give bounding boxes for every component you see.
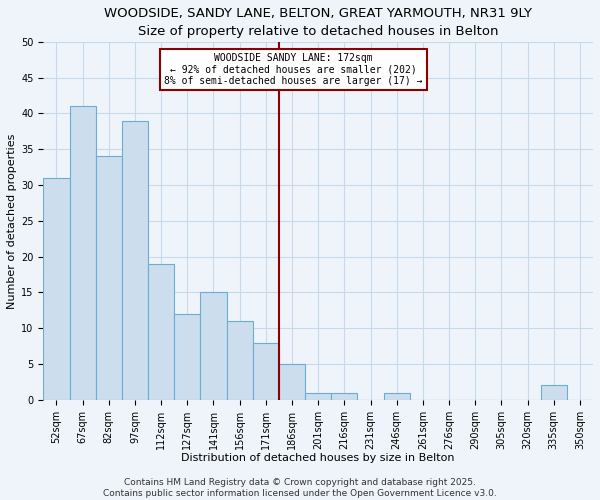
Bar — [174, 314, 200, 400]
Bar — [95, 156, 122, 400]
Text: Contains HM Land Registry data © Crown copyright and database right 2025.
Contai: Contains HM Land Registry data © Crown c… — [103, 478, 497, 498]
Bar — [305, 392, 331, 400]
Bar — [148, 264, 174, 400]
Bar — [331, 392, 358, 400]
Title: WOODSIDE, SANDY LANE, BELTON, GREAT YARMOUTH, NR31 9LY
Size of property relative: WOODSIDE, SANDY LANE, BELTON, GREAT YARM… — [104, 7, 532, 38]
Bar — [227, 321, 253, 400]
Bar — [70, 106, 95, 400]
X-axis label: Distribution of detached houses by size in Belton: Distribution of detached houses by size … — [181, 453, 455, 463]
Bar — [541, 386, 567, 400]
Bar — [279, 364, 305, 400]
Text: WOODSIDE SANDY LANE: 172sqm
← 92% of detached houses are smaller (202)
8% of sem: WOODSIDE SANDY LANE: 172sqm ← 92% of det… — [164, 52, 423, 86]
Bar — [43, 178, 70, 400]
Bar — [253, 342, 279, 400]
Bar — [122, 120, 148, 400]
Y-axis label: Number of detached properties: Number of detached properties — [7, 133, 17, 308]
Bar — [383, 392, 410, 400]
Bar — [200, 292, 227, 400]
